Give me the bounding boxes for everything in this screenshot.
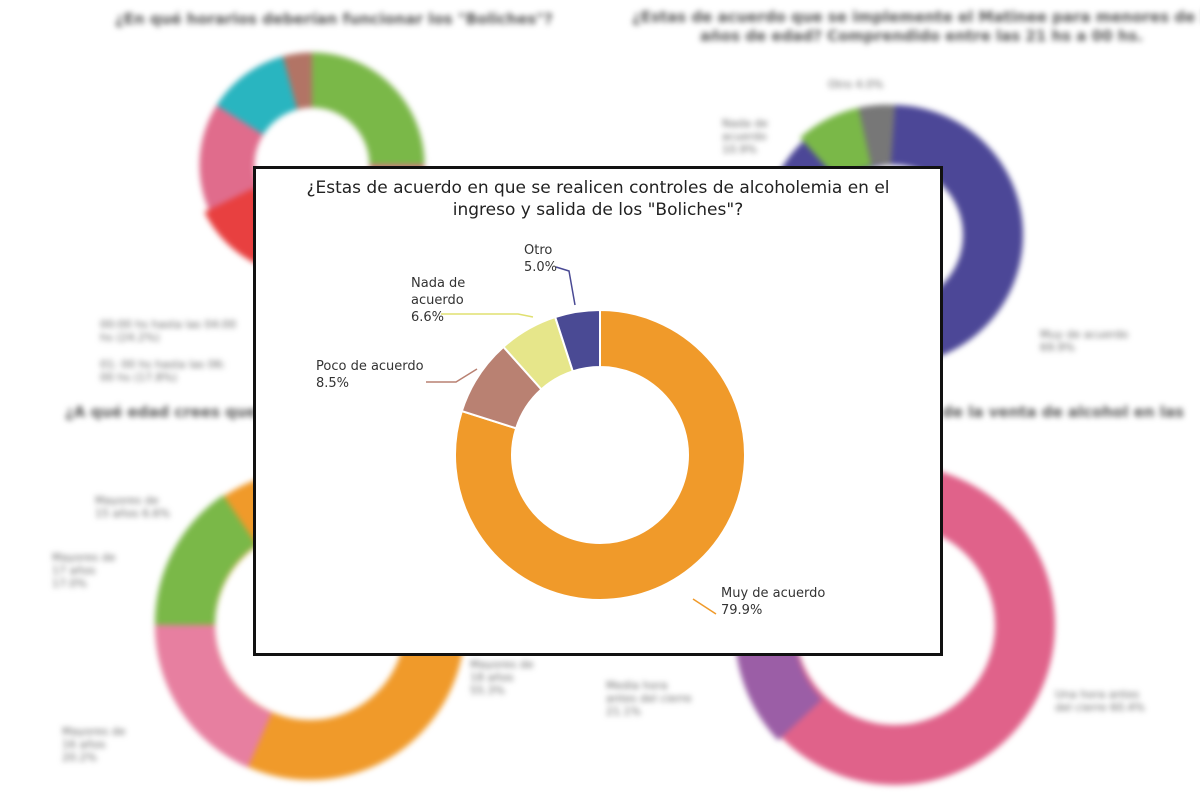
slice-poco-de-acuerdo-name-label: Poco de acuerdo [316, 359, 424, 374]
chart-panel: ¿Estas de acuerdo en que se realicen con… [253, 166, 943, 656]
slice-nada-de-acuerdo-name-label: Nada de [411, 276, 465, 291]
slice-otro[interactable] [553, 308, 601, 373]
slice-otro-connector [555, 266, 576, 306]
bg-label-otro: Otro 4.0% [828, 78, 884, 91]
slice-muy-de-acuerdo-connector [692, 598, 717, 615]
bg-label-18: Mayores de 18 años 55.3% [470, 658, 534, 697]
slice-poco-de-acuerdo-connector [426, 368, 478, 383]
donut-chart: Muy de acuerdo 79.9% Poco de acuerdo 8.5% Na… [316, 243, 825, 618]
bg-title-bottom-left: ¿A qué edad crees que de [65, 403, 283, 421]
slice-nada-de-acuerdo-connector [441, 313, 534, 318]
bg-label-muy: Muy de acuerdo 69.9% [1040, 328, 1129, 354]
slice-otro-value-label: 5.0% [524, 260, 557, 275]
bg-label-media: Media hora antes del cierre 21.1% [606, 679, 692, 718]
slice-nada-de-acuerdo-name-label: acuerdo [411, 293, 464, 308]
bg-label-17: Mayores de 17 años 17.0% [52, 551, 116, 590]
bg-label-nada: Nada de acuerdo 10.9% [722, 117, 768, 156]
slice-muy-de-acuerdo[interactable] [454, 308, 746, 601]
bg-legend-2: 01: 00 hs hasta las 06: 00 hs (17.8%) [100, 358, 226, 384]
bg-title-top-right-2: años de edad? Comprendido entre las 21 h… [700, 27, 1144, 45]
chart-title: ¿Estas de acuerdo en que se realicen con… [276, 177, 920, 221]
bg-label-15: Mayores de 15 años 6.6% [95, 494, 171, 520]
slice-nada-de-acuerdo-value-label: 6.6% [411, 310, 444, 325]
chart-title-line-1: ¿Estas de acuerdo en que se realicen con… [306, 178, 890, 198]
slice-otro-name-label: Otro [524, 243, 552, 258]
slice-poco-de-acuerdo-value-label: 8.5% [316, 376, 349, 391]
bg-title-top-right-1: ¿Estas de acuerdo que se implemente el M… [632, 8, 1200, 26]
bg-label-una: Una hora antes del cierre 60.4% [1055, 688, 1145, 714]
bg-label-16: Mayores de 16 años 20.2% [62, 725, 126, 764]
slice-muy-de-acuerdo-name-label: Muy de acuerdo [721, 586, 825, 601]
chart-title-line-2: ingreso y salida de los "Boliches"? [452, 200, 744, 220]
bg-legend-1: 00:00 hs hasta las 04:00 hs (24.2%) [100, 318, 237, 344]
bg-title-top-left: ¿En qué horarios deberían funcionar los … [115, 10, 553, 28]
slice-muy-de-acuerdo-value-label: 79.9% [721, 603, 762, 618]
bg-title-bottom-right: de la venta de alcohol en las [942, 403, 1184, 421]
